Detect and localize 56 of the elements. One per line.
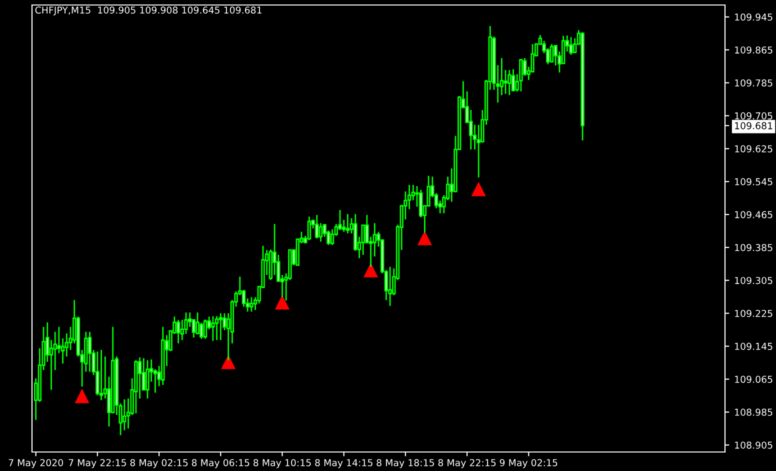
candlestick: [508, 69, 512, 96]
y-tick-label: 109.385: [735, 244, 772, 252]
y-tick-label: 109.945: [735, 14, 772, 21]
point: [471, 182, 486, 196]
x-tick-label: 8 May 10:15: [254, 459, 311, 468]
candlestick: [469, 109, 473, 150]
candlestick: [96, 350, 100, 396]
candlestick: [122, 398, 126, 431]
candlestick: [550, 43, 554, 63]
y-tick-label: 109.705: [735, 112, 772, 120]
candlestick: [569, 36, 573, 56]
x-tick-label: 7 May 22:15: [68, 459, 126, 468]
candlestick: [99, 349, 104, 401]
y-tick-label: 109.145: [735, 342, 772, 350]
x-tick-label: 8 May 06:15: [192, 459, 250, 468]
point: [417, 230, 432, 246]
y-tick-label: 109.545: [735, 178, 772, 186]
x-tick-label: 7 May 2020: [8, 459, 64, 468]
x-tick-label: 9 May 02:15: [500, 459, 558, 468]
y-tick-label: 108.905: [735, 442, 772, 449]
x-tick-label: 8 May 22:15: [438, 459, 496, 468]
y-tick-label: 109.225: [735, 310, 772, 318]
candlestick: [388, 266, 392, 307]
chart-title: CHFJPY,M15 109.905 109.908 109.645 109.681: [35, 6, 262, 16]
candlestick: [138, 356, 142, 400]
candlestick: [318, 222, 323, 242]
x-tick-label: 8 May 14:15: [315, 459, 372, 468]
y-tick-label: 109.865: [735, 46, 772, 54]
x-tick-label: 8 May 02:15: [130, 459, 188, 468]
candlestick: [203, 318, 208, 340]
point: [274, 294, 290, 310]
candlestick: [250, 296, 254, 312]
y-tick-label: 109.625: [735, 145, 772, 152]
y-tick-label: 109.305: [735, 276, 772, 284]
candlestick: [315, 214, 319, 240]
x-tick-label: 8 May 18:15: [376, 459, 434, 468]
candlestick: [214, 315, 219, 341]
candlestick: [511, 68, 516, 92]
point: [74, 388, 90, 404]
point: [364, 262, 378, 278]
candlestick: [504, 69, 508, 95]
candlestick: [361, 224, 365, 256]
y-tick-label: 109.681: [735, 122, 772, 130]
candlestick: [307, 216, 312, 241]
candlestick: [346, 213, 350, 234]
y-tick-label: 109.065: [735, 376, 772, 383]
candlestick: [211, 315, 215, 342]
candlestick: [176, 319, 180, 344]
candlestick: [88, 331, 92, 372]
y-tick-label: 109.465: [735, 211, 772, 218]
y-tick-label: 108.985: [735, 408, 772, 416]
candlestick: [519, 58, 523, 92]
candlestick: [196, 312, 200, 335]
y-tick-label: 109.785: [735, 79, 772, 87]
candlestick: [146, 360, 150, 400]
candlestick: [218, 312, 222, 341]
